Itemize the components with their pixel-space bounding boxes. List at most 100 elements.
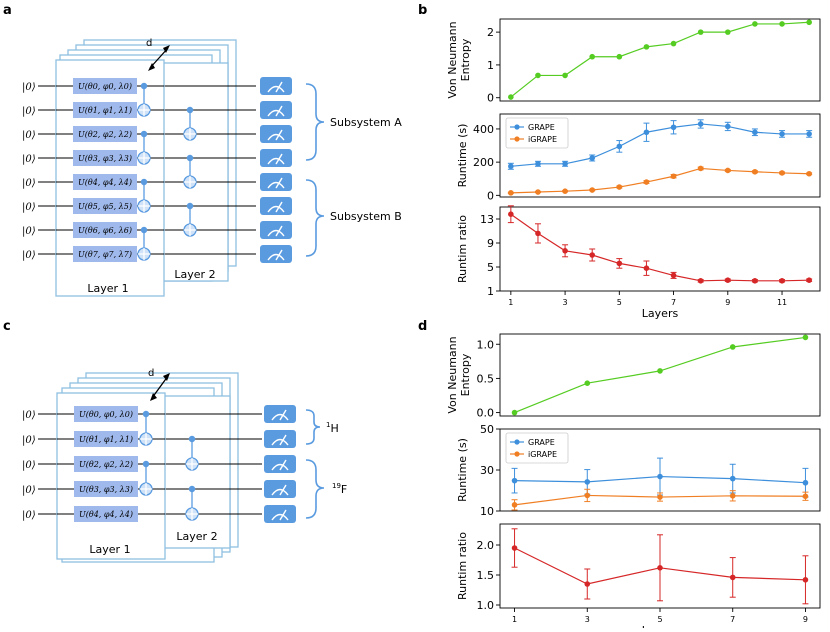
x-tick-label: 1 <box>512 615 517 624</box>
data-point <box>697 29 704 35</box>
chart-d-runtime: 10 30 50 Runtime (s) GRAPE iGRAPE <box>456 423 821 518</box>
axes-frame <box>499 113 821 198</box>
cnot-layer1-c <box>139 410 153 496</box>
u-gate-c-0 <box>74 406 138 422</box>
data-point <box>779 170 785 176</box>
x-tick-label: 11 <box>777 298 787 307</box>
depth-label-c: d <box>148 368 154 379</box>
data-point <box>511 477 518 484</box>
data-point <box>724 123 731 130</box>
ket-c-3: |0⟩ <box>22 485 36 496</box>
y-tick-label: 1.0 <box>477 599 495 612</box>
data-point <box>802 479 809 486</box>
data-point <box>616 184 623 190</box>
ket-a-1: |0⟩ <box>22 106 36 117</box>
data-point <box>806 131 812 137</box>
data-point <box>589 187 596 193</box>
y-tick-label: 2.0 <box>477 539 495 552</box>
data-point <box>802 577 809 583</box>
data-point <box>508 163 514 170</box>
u-gate-a-7 <box>73 246 137 262</box>
data-point <box>616 53 623 60</box>
u-gate-label-a-6: U(θ6, φ6, λ6) <box>78 226 132 235</box>
x-axis-label: Layers <box>642 624 679 628</box>
data-point <box>584 380 591 387</box>
u-gate-label-a-1: U(θ1, φ1, λ1) <box>78 106 132 115</box>
ket-a-3: |0⟩ <box>22 154 36 165</box>
circuit-a: |0⟩ |0⟩ |0⟩ |0⟩ |0⟩ |0⟩ |0⟩ |0⟩ U(θ0, φ0… <box>22 38 402 297</box>
u-gate-a-6 <box>73 222 137 238</box>
data-point <box>779 21 785 27</box>
ket-c-4: |0⟩ <box>22 510 36 521</box>
ket-c-1: |0⟩ <box>22 435 36 446</box>
data-point <box>724 29 731 35</box>
data-point <box>589 155 596 161</box>
y-axis-label: Runtim ratio <box>456 532 469 600</box>
brace-hydrogen <box>305 409 321 445</box>
axes-frame <box>499 206 821 292</box>
x-tick-label: 9 <box>803 615 808 624</box>
depth-arrow-a: d <box>146 38 170 71</box>
data-point <box>729 344 736 350</box>
x-axis-label: Layers <box>642 307 679 320</box>
legend-label: iGRAPE <box>528 135 557 144</box>
ket-a-6: |0⟩ <box>22 226 36 237</box>
data-point <box>806 170 812 177</box>
circuit-c: |0⟩ |0⟩ |0⟩ |0⟩ |0⟩ U(θ0, φ0, λ0) U(θ1, … <box>22 368 347 563</box>
u-gate-label-a-3: U(θ3, φ3, λ3) <box>78 154 132 163</box>
layer2-frame-c <box>163 395 231 549</box>
u-gate-label-c-1: U(θ1, φ1, λ1) <box>79 435 133 444</box>
x-tick-label: 3 <box>563 298 568 307</box>
u-gate-a-4 <box>73 174 137 190</box>
data-point <box>562 188 568 194</box>
fluorine-label: 19F <box>332 482 347 496</box>
data-point <box>752 168 758 175</box>
series-line-entropy <box>514 336 806 414</box>
data-point <box>584 479 591 485</box>
data-point <box>589 53 596 60</box>
ket-a-4: |0⟩ <box>22 178 36 189</box>
u-gate-label-c-0: U(θ0, φ0, λ0) <box>79 410 133 419</box>
layer2-label-a: Layer 2 <box>174 268 215 281</box>
ket-a-0: |0⟩ <box>22 82 36 93</box>
data-point <box>802 334 809 341</box>
data-point <box>670 124 677 131</box>
data-point <box>752 129 758 136</box>
ket-a-2: |0⟩ <box>22 130 36 141</box>
x-tick-label: 1 <box>508 298 513 307</box>
x-tick-label: 3 <box>585 615 590 624</box>
chart-b-runtime: 0 200 400 Runtime (s) GRAPE iGRAPE <box>456 113 821 202</box>
y-tick-label: 1.0 <box>477 338 495 351</box>
x-tick-label: 7 <box>730 615 735 624</box>
y-axis-label: Runtime (s) <box>456 438 469 502</box>
axes-frame <box>499 333 821 417</box>
data-point <box>535 230 541 237</box>
legend-marker <box>514 451 520 457</box>
data-point <box>752 278 758 284</box>
data-point <box>562 161 568 167</box>
legend-label: GRAPE <box>528 123 555 132</box>
legend-label: GRAPE <box>528 438 555 447</box>
y-axis-label: Von NeumannEntropy <box>446 21 472 98</box>
u-gate-c-1 <box>74 431 138 447</box>
layer1-label-c: Layer 1 <box>89 543 130 556</box>
u-gate-a-0 <box>73 78 137 94</box>
measurements-a <box>260 77 292 263</box>
data-point <box>616 143 623 150</box>
u-gate-label-c-3: U(θ3, φ3, λ3) <box>79 485 133 494</box>
data-point <box>779 278 785 284</box>
subsystem-a-label: Subsystem A <box>330 116 402 129</box>
u-gate-a-1 <box>73 102 137 118</box>
ket-c-2: |0⟩ <box>22 460 36 471</box>
u-gate-c-4 <box>74 506 138 522</box>
data-point <box>643 44 650 50</box>
x-tick-label: 9 <box>725 298 730 307</box>
chart-b-entropy: 0 1 2 Von NeumannEntropy <box>446 18 821 105</box>
depth-arrow-c: d <box>148 368 170 401</box>
cnot-layer1-a <box>137 82 151 261</box>
data-point <box>562 72 568 79</box>
x-tick-label: 7 <box>671 298 676 307</box>
y-tick-label: 0 <box>487 189 494 202</box>
